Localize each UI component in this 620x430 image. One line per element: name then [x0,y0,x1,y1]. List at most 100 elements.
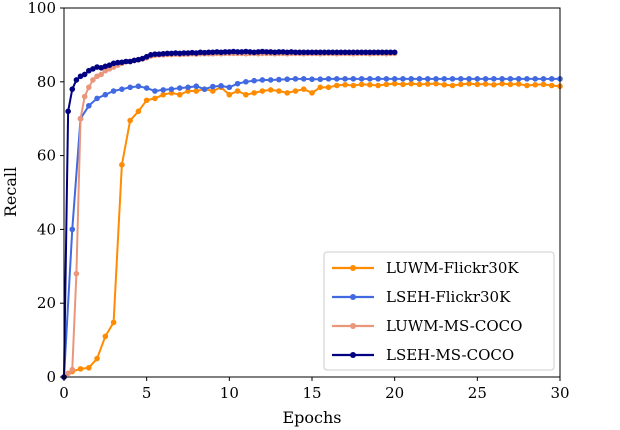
data-point [102,91,109,98]
data-point [168,86,175,92]
series-luwm-flickr30k [61,80,563,380]
data-point [408,80,415,87]
data-point [86,84,92,91]
data-point [358,76,365,82]
data-point [321,49,328,56]
data-point [243,79,249,85]
data-point [342,49,348,56]
data-point [185,84,191,91]
data-point [342,76,348,82]
data-point [160,91,166,98]
data-point [276,76,282,83]
data-point [94,64,100,70]
legend-label: LUWM-Flickr30K [386,259,519,277]
data-point [218,49,224,56]
data-point [123,58,129,65]
legend-swatch-marker [350,352,356,358]
legend-item-luwm-ms-coco: LUWM-MS-COCO [332,317,522,335]
data-point [383,76,390,82]
data-point [210,49,216,56]
y-tick-label: 20 [37,294,56,312]
x-tick-label: 5 [142,384,152,402]
data-point [383,49,390,56]
data-point [135,83,142,90]
data-point [114,59,121,66]
data-point [342,81,348,88]
data-point [73,77,80,83]
data-point [193,83,200,90]
data-point [189,49,195,56]
data-point [160,50,166,57]
x-tick-label: 20 [385,384,404,402]
series-lseh-ms-coco [61,48,398,380]
data-point [313,49,319,56]
data-point [267,87,274,93]
data-point [86,102,92,109]
data-point [168,50,175,57]
data-point [148,52,154,58]
x-tick-label: 25 [468,384,487,402]
data-point [127,117,133,124]
data-point [334,76,340,82]
axis-ticks: 0 5 10 15 20 25 30 0 20 40 60 80 100 [27,0,569,402]
data-point [474,81,481,88]
data-point [234,49,241,55]
data-point [94,95,100,102]
data-point [367,49,373,56]
data-point [172,50,179,56]
data-point [288,49,295,55]
data-point [317,49,324,56]
data-point [424,81,431,87]
data-point [119,162,125,168]
data-point [230,48,237,55]
data-point [391,80,398,87]
data-point [391,49,398,56]
data-point [466,80,472,87]
data-point [65,370,71,377]
x-tick-label: 10 [220,384,239,402]
data-point [540,76,547,82]
data-point [284,90,291,96]
legend: LUWM-Flickr30K LSEH-Flickr30K LUWM-MS-COCO… [323,251,555,371]
data-point [309,76,315,83]
y-tick-label: 60 [37,147,56,165]
data-point [433,80,439,87]
data-point [346,49,353,56]
data-point [338,49,344,56]
data-point [300,49,307,56]
data-point [65,108,71,115]
data-point [94,355,100,362]
data-point [507,81,514,88]
data-point [532,76,538,82]
data-point [292,88,299,94]
data-point [362,49,369,56]
data-point [350,49,357,56]
data-point [334,82,340,89]
data-point [119,59,125,66]
data-point [300,86,307,92]
data-point [300,76,307,82]
data-point [143,97,150,104]
y-tick-label: 100 [27,0,56,17]
data-point [367,76,373,82]
data-point [152,95,158,102]
data-point [309,90,315,96]
data-point [350,76,357,82]
data-point [416,81,423,88]
data-point [160,87,166,93]
data-point [135,108,142,115]
data-point [201,49,208,56]
data-point [210,83,216,90]
data-point [507,76,514,82]
data-point [379,49,386,56]
legend-swatch-marker [350,294,356,300]
x-tick-label: 0 [59,384,69,402]
data-point [143,85,150,91]
data-point [110,60,117,67]
legend-swatch-marker [350,265,356,271]
data-point [296,49,303,56]
data-point [325,84,332,91]
data-point [127,84,133,91]
data-point [383,81,390,88]
